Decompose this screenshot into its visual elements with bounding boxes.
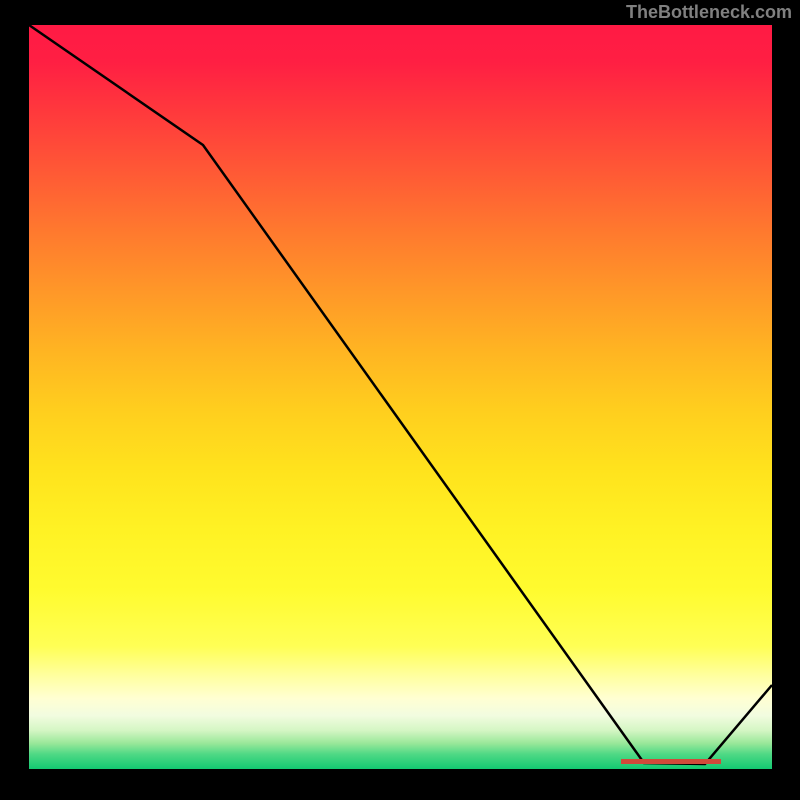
- bottleneck-curve: [29, 25, 772, 769]
- plot-area: [29, 25, 772, 769]
- watermark-text: TheBottleneck.com: [626, 2, 792, 23]
- curve-path: [29, 25, 772, 764]
- optimal-range-marker: [621, 759, 721, 764]
